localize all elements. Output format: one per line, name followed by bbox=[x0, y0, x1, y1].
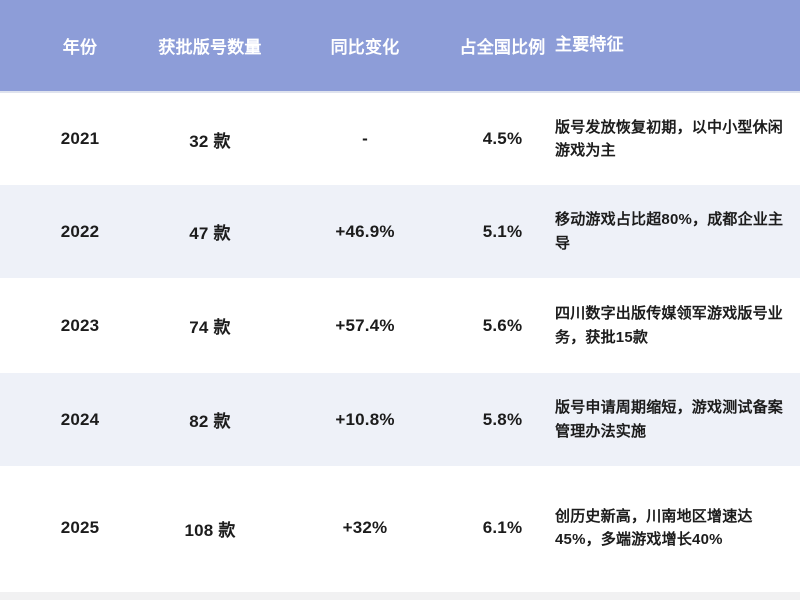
cell-features: 版号申请周期缩短，游戏测试备案管理办法实施 bbox=[555, 399, 784, 440]
cell-count: 32 款 bbox=[189, 131, 231, 151]
col-header-count: 获批版号数量 bbox=[158, 38, 262, 57]
cell-features: 版号发放恢复初期，以中小型休闲游戏为主 bbox=[555, 118, 784, 159]
cell-yoy: +57.4% bbox=[335, 315, 395, 335]
table-header-row: 年份 获批版号数量 同比变化 占全国比例 主要特征 bbox=[0, 0, 800, 93]
cell-yoy: +10.8% bbox=[335, 409, 395, 429]
cell-count: 82 款 bbox=[189, 412, 231, 431]
cell-year: 2022 bbox=[60, 221, 100, 241]
cell-share: 6.1% bbox=[482, 518, 523, 537]
cell-count: 108 款 bbox=[184, 520, 236, 540]
cell-features: 四川数字出版传媒领军游戏版号业务，获批15款 bbox=[555, 305, 784, 346]
cell-share: 4.5% bbox=[482, 129, 523, 148]
cell-features: 创历史新高，川南地区增速达45%，多端游戏增长40% bbox=[555, 507, 753, 548]
table-row: 2023 74 款 +57.4% 5.6% 四川数字出版传媒领军游戏版号业务，获… bbox=[0, 278, 800, 373]
cell-yoy: +32% bbox=[342, 518, 388, 537]
col-header-year: 年份 bbox=[62, 38, 98, 57]
table-row: 2021 32 款 - 4.5% 版号发放恢复初期，以中小型休闲游戏为主 bbox=[0, 93, 800, 185]
cell-yoy: - bbox=[362, 129, 368, 148]
cell-year: 2025 bbox=[60, 518, 100, 537]
cell-year: 2021 bbox=[60, 129, 100, 148]
cell-year: 2023 bbox=[60, 315, 100, 335]
cell-yoy: +46.9% bbox=[335, 221, 395, 241]
col-header-share: 占全国比例 bbox=[459, 38, 546, 57]
table-row: 2025 108 款 +32% 6.1% 创历史新高，川南地区增速达45%，多端… bbox=[0, 466, 800, 590]
table-row: 2022 47 款 +46.9% 5.1% 移动游戏占比超80%，成都企业主导 bbox=[0, 185, 800, 278]
col-header-features: 主要特征 bbox=[555, 35, 624, 55]
cell-share: 5.1% bbox=[482, 221, 523, 241]
cell-count: 74 款 bbox=[189, 318, 231, 337]
cell-year: 2024 bbox=[60, 409, 100, 429]
bottom-edge-strip bbox=[0, 592, 800, 600]
cell-features: 移动游戏占比超80%，成都企业主导 bbox=[555, 211, 784, 252]
table-row: 2024 82 款 +10.8% 5.8% 版号申请周期缩短，游戏测试备案管理办… bbox=[0, 373, 800, 466]
cell-count: 47 款 bbox=[189, 224, 231, 243]
col-header-yoy: 同比变化 bbox=[330, 38, 400, 57]
cell-share: 5.8% bbox=[482, 409, 523, 429]
cell-share: 5.6% bbox=[482, 315, 523, 335]
